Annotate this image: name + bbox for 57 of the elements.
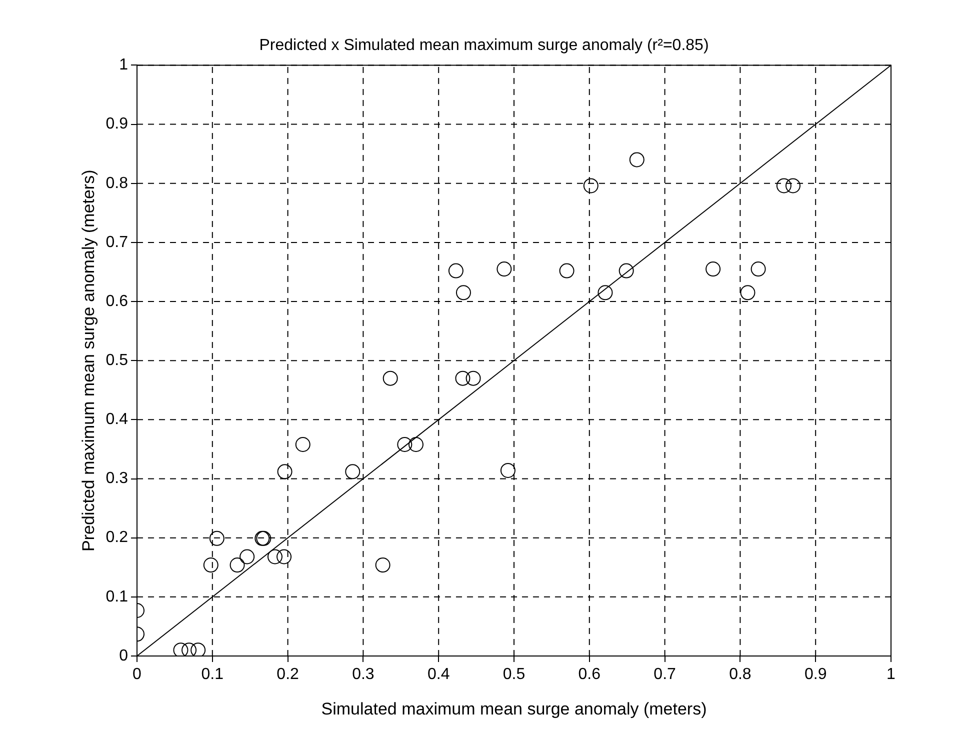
- point: [583, 178, 598, 194]
- point: [448, 263, 464, 278]
- point: [785, 178, 800, 194]
- x-tick-label: 0.6: [578, 666, 601, 684]
- y-tick-label: 0.7: [106, 234, 128, 251]
- x-axis-title: Simulated maximum mean surge anomaly (meters): [321, 699, 707, 718]
- point: [750, 262, 766, 277]
- y-tick-label: 0.5: [106, 352, 128, 370]
- x-tick-label: 0.1: [201, 666, 224, 684]
- point: [397, 436, 412, 452]
- x-tick-label: 0.9: [804, 666, 827, 684]
- point: [230, 558, 245, 573]
- point: [203, 558, 218, 573]
- point: [173, 642, 188, 656]
- x-tick-label: 0.8: [729, 666, 752, 684]
- point: [598, 285, 613, 300]
- point: [466, 370, 481, 386]
- y-tick-label: 0.4: [106, 411, 128, 428]
- point: [629, 152, 644, 168]
- point: [276, 549, 292, 564]
- y-tick-label: 0.6: [106, 292, 128, 310]
- point: [375, 558, 390, 573]
- point: [240, 549, 255, 564]
- point: [267, 549, 282, 564]
- chart-title: Predicted x Simulated mean maximum surge anomaly (r²=0.85): [259, 37, 709, 54]
- x-tick-label: 0.5: [502, 666, 526, 684]
- y-tick-label: 0: [119, 647, 128, 664]
- point: [559, 263, 574, 278]
- point: [382, 370, 398, 386]
- point: [182, 642, 197, 656]
- y-tick-label: 0.9: [106, 116, 128, 133]
- y-tick-label: 1: [119, 56, 128, 74]
- y-axis-title: Predicted maximum mean surge anomaly (meters): [78, 170, 98, 552]
- point: [706, 262, 721, 277]
- x-tick-label: 0.4: [427, 666, 450, 684]
- x-tick-label: 0: [132, 666, 142, 684]
- point: [500, 462, 516, 478]
- x-tick-label: 0.3: [352, 666, 374, 684]
- y-tick-label: 0.8: [106, 174, 128, 192]
- point: [345, 464, 360, 480]
- point: [455, 370, 470, 386]
- y-tick-label: 0.3: [106, 470, 128, 488]
- point: [496, 262, 512, 277]
- point: [776, 178, 792, 194]
- point: [295, 436, 310, 452]
- point: [618, 263, 634, 278]
- point: [277, 464, 292, 480]
- x-tick-label: 0.7: [654, 666, 676, 684]
- x-tick-label: 1: [886, 666, 896, 684]
- point: [190, 642, 206, 656]
- point: [209, 530, 224, 546]
- y-tick-label: 0.2: [106, 529, 128, 546]
- x-tick-label: 0.2: [276, 666, 300, 684]
- point: [408, 436, 424, 452]
- point: [740, 285, 756, 300]
- point: [456, 285, 471, 300]
- y-tick-label: 0.1: [106, 588, 128, 606]
